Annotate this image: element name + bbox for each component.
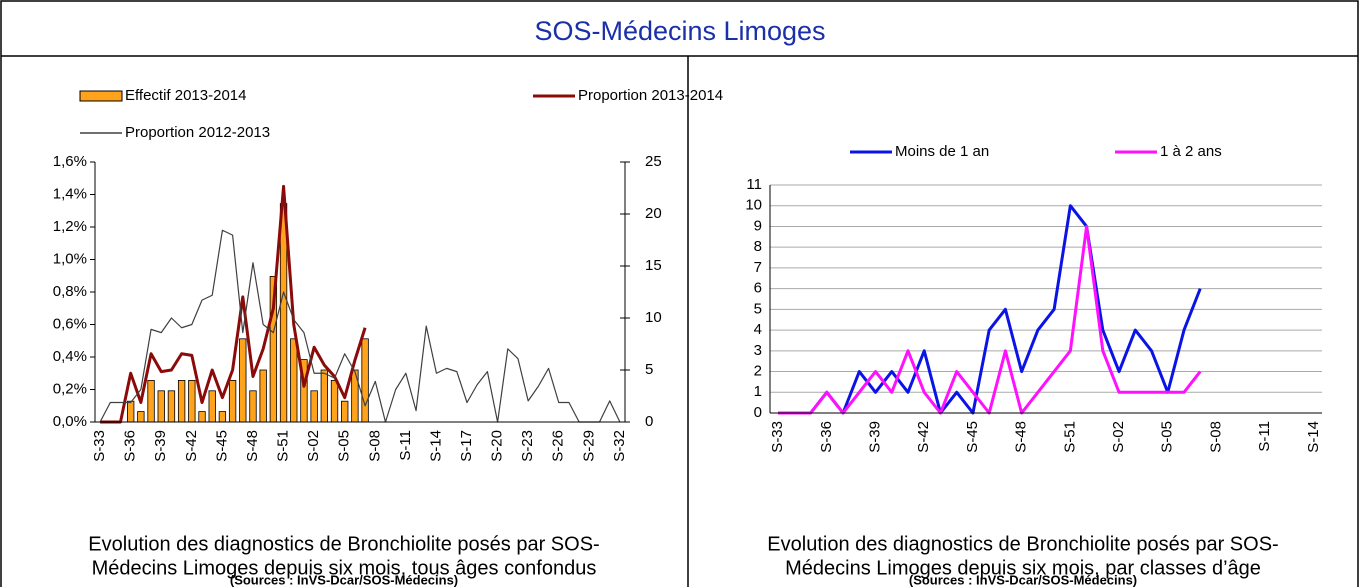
- x-tick-label: S-36: [818, 421, 835, 453]
- x-tick-label: S-26: [550, 430, 567, 462]
- x-tick-label: S-08: [366, 430, 383, 462]
- y-tick-label: 7: [754, 259, 762, 276]
- bar: [147, 379, 155, 423]
- bar: [218, 411, 227, 423]
- legend-label: Effectif 2013-2014: [125, 87, 246, 104]
- x-tick-label: S-33: [91, 430, 108, 462]
- y-tick-label: 0,8%: [53, 283, 87, 300]
- x-tick-label: S-48: [1013, 421, 1030, 453]
- x-tick-label: S-45: [964, 421, 981, 453]
- caption: Evolution des diagnostics de Bronchiolit…: [88, 533, 599, 555]
- x-tick-label: S-11: [1256, 421, 1273, 452]
- caption: Médecins Limoges depuis six mois, par cl…: [785, 557, 1261, 579]
- bar: [341, 400, 349, 423]
- y-tick-label: 1,6%: [53, 153, 87, 170]
- y2-tick-label: 15: [645, 257, 662, 274]
- x-tick-label: S-45: [213, 430, 230, 462]
- x-tick-label: S-23: [519, 430, 536, 462]
- line: [99, 229, 621, 423]
- y-tick-label: 0,4%: [53, 348, 87, 365]
- line: [778, 204, 1202, 415]
- x-tick-label: S-51: [275, 430, 292, 462]
- x-tick-label: S-51: [1061, 421, 1078, 453]
- bar: [290, 338, 298, 423]
- bar: [137, 411, 145, 423]
- y-tick-label: 0,6%: [53, 315, 87, 332]
- bar: [198, 411, 206, 423]
- y-tick-label: 0,0%: [53, 413, 87, 430]
- y-tick-label: 8: [754, 238, 762, 255]
- y-tick-label: 2: [754, 363, 762, 380]
- bar: [330, 379, 339, 423]
- y-tick-label: 1,0%: [53, 250, 87, 267]
- legend-swatch: [79, 90, 123, 102]
- caption: Médecins Limoges depuis six mois, tous â…: [92, 557, 597, 579]
- bar: [361, 338, 369, 423]
- y-tick-label: 1: [754, 383, 762, 400]
- bar: [208, 390, 216, 423]
- x-tick-label: S-11: [397, 430, 414, 461]
- y-tick-label: 11: [746, 176, 762, 193]
- x-tick-label: S-29: [580, 430, 597, 462]
- x-tick-label: S-36: [122, 430, 139, 462]
- bar: [320, 369, 328, 423]
- x-tick-label: S-48: [244, 430, 261, 462]
- y-tick-label: 4: [754, 321, 762, 338]
- y-tick-label: 0: [754, 404, 762, 421]
- line: [778, 224, 1202, 415]
- y2-tick-label: 25: [645, 153, 662, 170]
- y2-tick-label: 5: [645, 361, 653, 378]
- x-tick-label: S-17: [458, 430, 475, 462]
- y-tick-label: 5: [754, 300, 762, 317]
- bar: [259, 369, 267, 423]
- bar: [228, 379, 237, 423]
- x-tick-label: S-33: [769, 421, 786, 453]
- y2-tick-label: 20: [645, 205, 662, 222]
- caption: Evolution des diagnostics de Bronchiolit…: [767, 533, 1278, 555]
- bar: [177, 379, 186, 423]
- source: (Sources : InVS-Dcar/SOS-Médecins): [909, 572, 1137, 587]
- x-tick-label: S-42: [183, 430, 200, 462]
- y-tick-label: 1,4%: [53, 185, 87, 202]
- legend-label: Moins de 1 an: [895, 143, 989, 160]
- legend-label: Proportion 2012-2013: [125, 124, 270, 141]
- legend-label: 1 à 2 ans: [1160, 143, 1222, 160]
- line: [100, 184, 367, 424]
- x-tick-label: S-42: [915, 421, 932, 453]
- x-tick-label: S-02: [305, 430, 322, 462]
- bar: [127, 400, 135, 423]
- legend-label: Proportion 2013-2014: [578, 87, 723, 104]
- x-tick-label: S-05: [336, 430, 353, 462]
- y-tick-label: 0,2%: [53, 380, 87, 397]
- x-tick-label: S-05: [1159, 421, 1176, 453]
- bar: [310, 390, 318, 423]
- bar: [239, 338, 247, 423]
- x-tick-label: S-14: [427, 430, 444, 462]
- x-tick-label: S-08: [1207, 421, 1224, 453]
- x-tick-label: S-02: [1110, 421, 1127, 453]
- y-tick-label: 3: [754, 342, 762, 359]
- x-tick-label: S-39: [152, 430, 169, 462]
- y-tick-label: 9: [754, 217, 762, 234]
- bar: [249, 390, 257, 423]
- x-tick-label: S-20: [489, 430, 506, 462]
- x-tick-label: S-14: [1305, 421, 1322, 453]
- bar: [167, 390, 176, 423]
- x-tick-label: S-32: [611, 430, 628, 462]
- bar: [188, 379, 196, 423]
- x-tick-label: S-39: [866, 421, 883, 453]
- y-tick-label: 1,2%: [53, 218, 87, 235]
- bar: [157, 390, 165, 423]
- page-title: SOS-Médecins Limoges: [534, 16, 825, 46]
- y-tick-label: 10: [745, 197, 762, 214]
- y2-tick-label: 0: [645, 413, 653, 430]
- source: (Sources : InVS-Dcar/SOS-Médecins): [230, 572, 458, 587]
- y-tick-label: 6: [754, 280, 762, 297]
- y2-tick-label: 10: [645, 309, 662, 326]
